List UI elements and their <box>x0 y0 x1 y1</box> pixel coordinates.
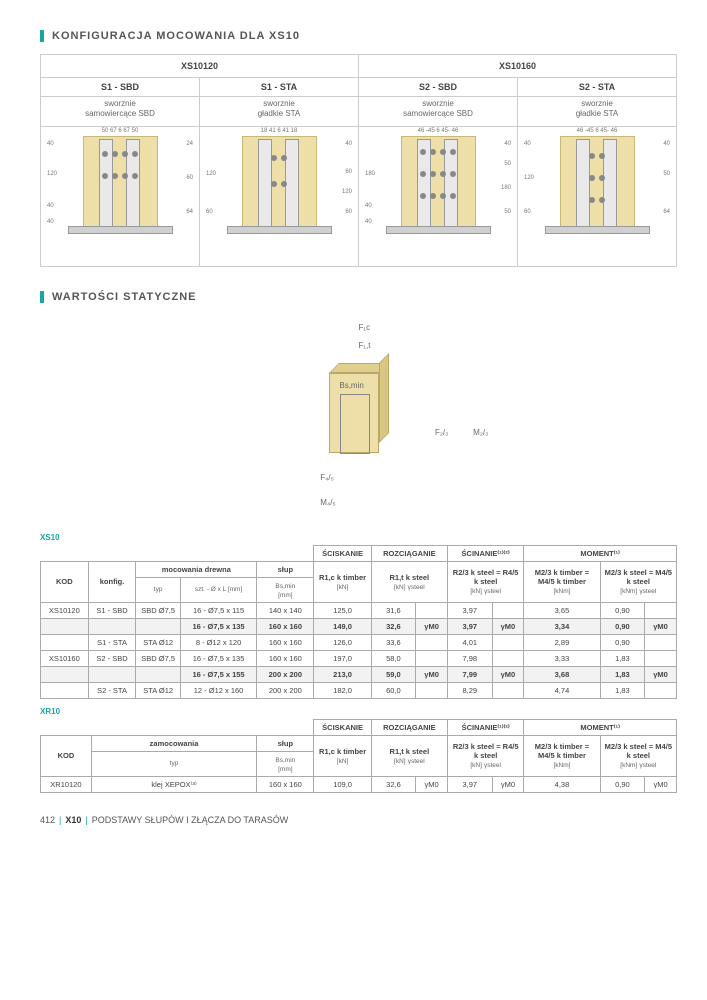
diagram-0: 50 67 6 67 50 40 120 40 40 24 60 64 <box>41 126 200 266</box>
section-header-static: WARTOŚCI STATYCZNE <box>40 291 677 303</box>
table-row: XS10160S2 - SBDSBD Ø7,516 - Ø7,5 x 13516… <box>41 650 677 666</box>
table-row: XS10120S1 - SBDSBD Ø7,516 - Ø7,5 x 11514… <box>41 602 677 618</box>
config-table: XS10120 XS10160 S1 - SBD S1 - STA S2 - S… <box>40 54 677 267</box>
model-header-1: XS10160 <box>359 55 677 78</box>
diagram-3: 46 -45 6 45- 46 40 120 60 40 50 64 <box>518 126 677 266</box>
section-title: KONFIGURACJA MOCOWANIA DLA XS10 <box>52 30 300 42</box>
variant-desc-0: sworzniesamowiercące SBD <box>41 97 200 127</box>
accent-bar <box>40 291 44 303</box>
variant-code-2: S2 - SBD <box>359 78 518 97</box>
accent-bar <box>40 30 44 42</box>
xr10-table: ŚCISKANIE ROZCIĄGANIE ŚCINANIE⁽¹⁾⁽²⁾ MOM… <box>40 719 677 793</box>
table-row: S2 - STASTA Ø1212 - Ø12 x 160200 x 20018… <box>41 682 677 698</box>
section-title-2: WARTOŚCI STATYCZNE <box>52 291 197 303</box>
diagram-2: 46 -45 6 45- 46 180 40 40 40 50 180 50 <box>359 126 518 266</box>
section-header-config: KONFIGURACJA MOCOWANIA DLA XS10 <box>40 30 677 42</box>
model-header-0: XS10120 <box>41 55 359 78</box>
table-row: XR10120klej XEPOX⁽³⁾160 x 160109,032,6γM… <box>41 776 677 792</box>
variant-desc-1: sworzniegładkie STA <box>200 97 359 127</box>
table-row: 16 - Ø7,5 x 155200 x 200213,059,0γM07,99… <box>41 666 677 682</box>
variant-code-0: S1 - SBD <box>41 78 200 97</box>
xs10-title: XS10 <box>40 533 677 542</box>
variant-desc-2: sworzniesamowiercące SBD <box>359 97 518 127</box>
variant-desc-3: sworzniegładkie STA <box>518 97 677 127</box>
xr10-title: XR10 <box>40 707 677 716</box>
variant-code-3: S2 - STA <box>518 78 677 97</box>
variant-code-1: S1 - STA <box>200 78 359 97</box>
xs10-table: ŚCISKANIE ROZCIĄGANIE ŚCINANIE⁽¹⁾⁽²⁾ MOM… <box>40 545 677 699</box>
table-row: S1 - STASTA Ø128 - Ø12 x 120160 x 160126… <box>41 634 677 650</box>
page-footer: 412|X10|PODSTAWY SŁUPÓW I ZŁĄCZA DO TARA… <box>40 815 677 825</box>
table-row: 16 - Ø7,5 x 135160 x 160149,032,6γM03,97… <box>41 618 677 634</box>
diagram-1: 18 41 6 41 18 120 60 40 60 120 60 <box>200 126 359 266</box>
schematic-3d: F₁c F₁,t Bs,min F₂/₃ M₂/₃ F₄/₅ M₄/₅ <box>40 323 677 523</box>
